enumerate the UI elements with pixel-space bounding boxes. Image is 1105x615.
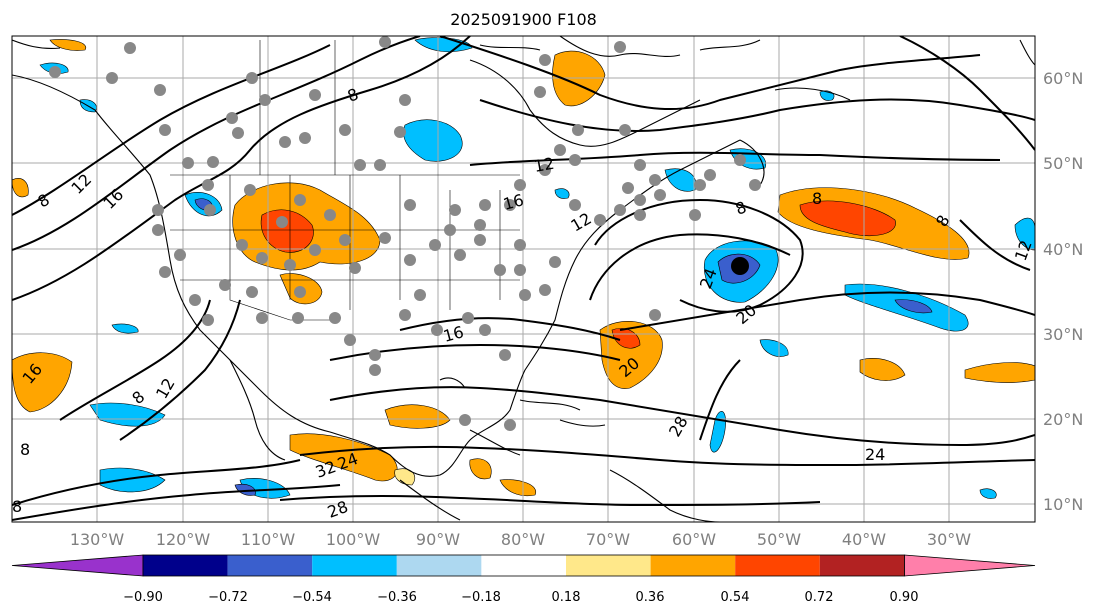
map-title: 2025091900 F108 [450,10,597,29]
colorbar-tick: −0.54 [292,590,332,605]
map-border [11,35,1036,523]
colorbar-segment [566,555,651,576]
colorbar-segment [396,555,482,576]
cyclone-center-marker [731,257,749,275]
colorbar-tick: 0.90 [890,590,919,605]
colorbar-tick: 0.18 [552,590,581,605]
lon-label: 110°W [241,530,296,549]
strong-positive-west-us [260,209,314,253]
colorbar-segment [819,555,905,576]
colorbar-extend-low [11,554,144,577]
station-markers [49,36,761,431]
colorbar-tick: 0.72 [805,590,834,605]
contour-label: 8 [20,440,30,459]
colorbar-tick: −0.36 [377,590,417,605]
colorbar-tick: 0.36 [636,590,665,605]
strong-positive-north-atlantic [799,200,896,237]
colorbar-segment [312,555,397,576]
colorbar-tick-labels: −0.90 −0.72 −0.54 −0.36 −0.18 0.18 0.36 … [123,590,918,605]
lon-label: 130°W [70,530,125,549]
colorbar-segment [227,555,313,576]
lon-label: 60°W [672,530,716,549]
contour-label: 16 [441,322,466,346]
lat-label: 60°N [1043,69,1083,88]
lon-label: 120°W [156,530,211,549]
colorbar-segment [735,555,820,576]
lon-label: 30°W [927,530,971,549]
colorbar-outline [142,554,905,577]
lon-label: 100°W [326,530,381,549]
contour-label: 24 [865,445,885,464]
contour-label: 8 [812,189,822,208]
colorbar-segment [650,555,736,576]
lat-label: 20°N [1043,410,1083,429]
contour-label: 12 [532,154,555,176]
lon-label: 80°W [501,530,545,549]
colorbar-tick: −0.72 [208,590,248,605]
colorbar-tick: −0.90 [123,590,163,605]
lon-label: 70°W [586,530,630,549]
colorbar-tick: 0.54 [721,590,750,605]
longitude-labels: 130°W 120°W 110°W 100°W 90°W 80°W 70°W 6… [70,530,971,549]
contour-label: 8 [12,497,22,516]
lat-label: 30°N [1043,325,1083,344]
latitude-labels: 60°N 50°N 40°N 30°N 20°N 10°N [1043,69,1083,514]
lon-label: 40°W [842,530,886,549]
lat-label: 10°N [1043,495,1083,514]
colorbar-segment [143,555,228,576]
colorbar-tick: −0.18 [461,590,501,605]
lat-label: 40°N [1043,240,1083,259]
colorbar [11,554,1036,577]
lat-label: 50°N [1043,154,1083,173]
lon-label: 50°W [757,530,801,549]
colorbar-extend-high [904,554,1036,577]
lon-label: 90°W [416,530,460,549]
contour-label: 16 [501,190,526,214]
colorbar-segment [481,555,566,576]
